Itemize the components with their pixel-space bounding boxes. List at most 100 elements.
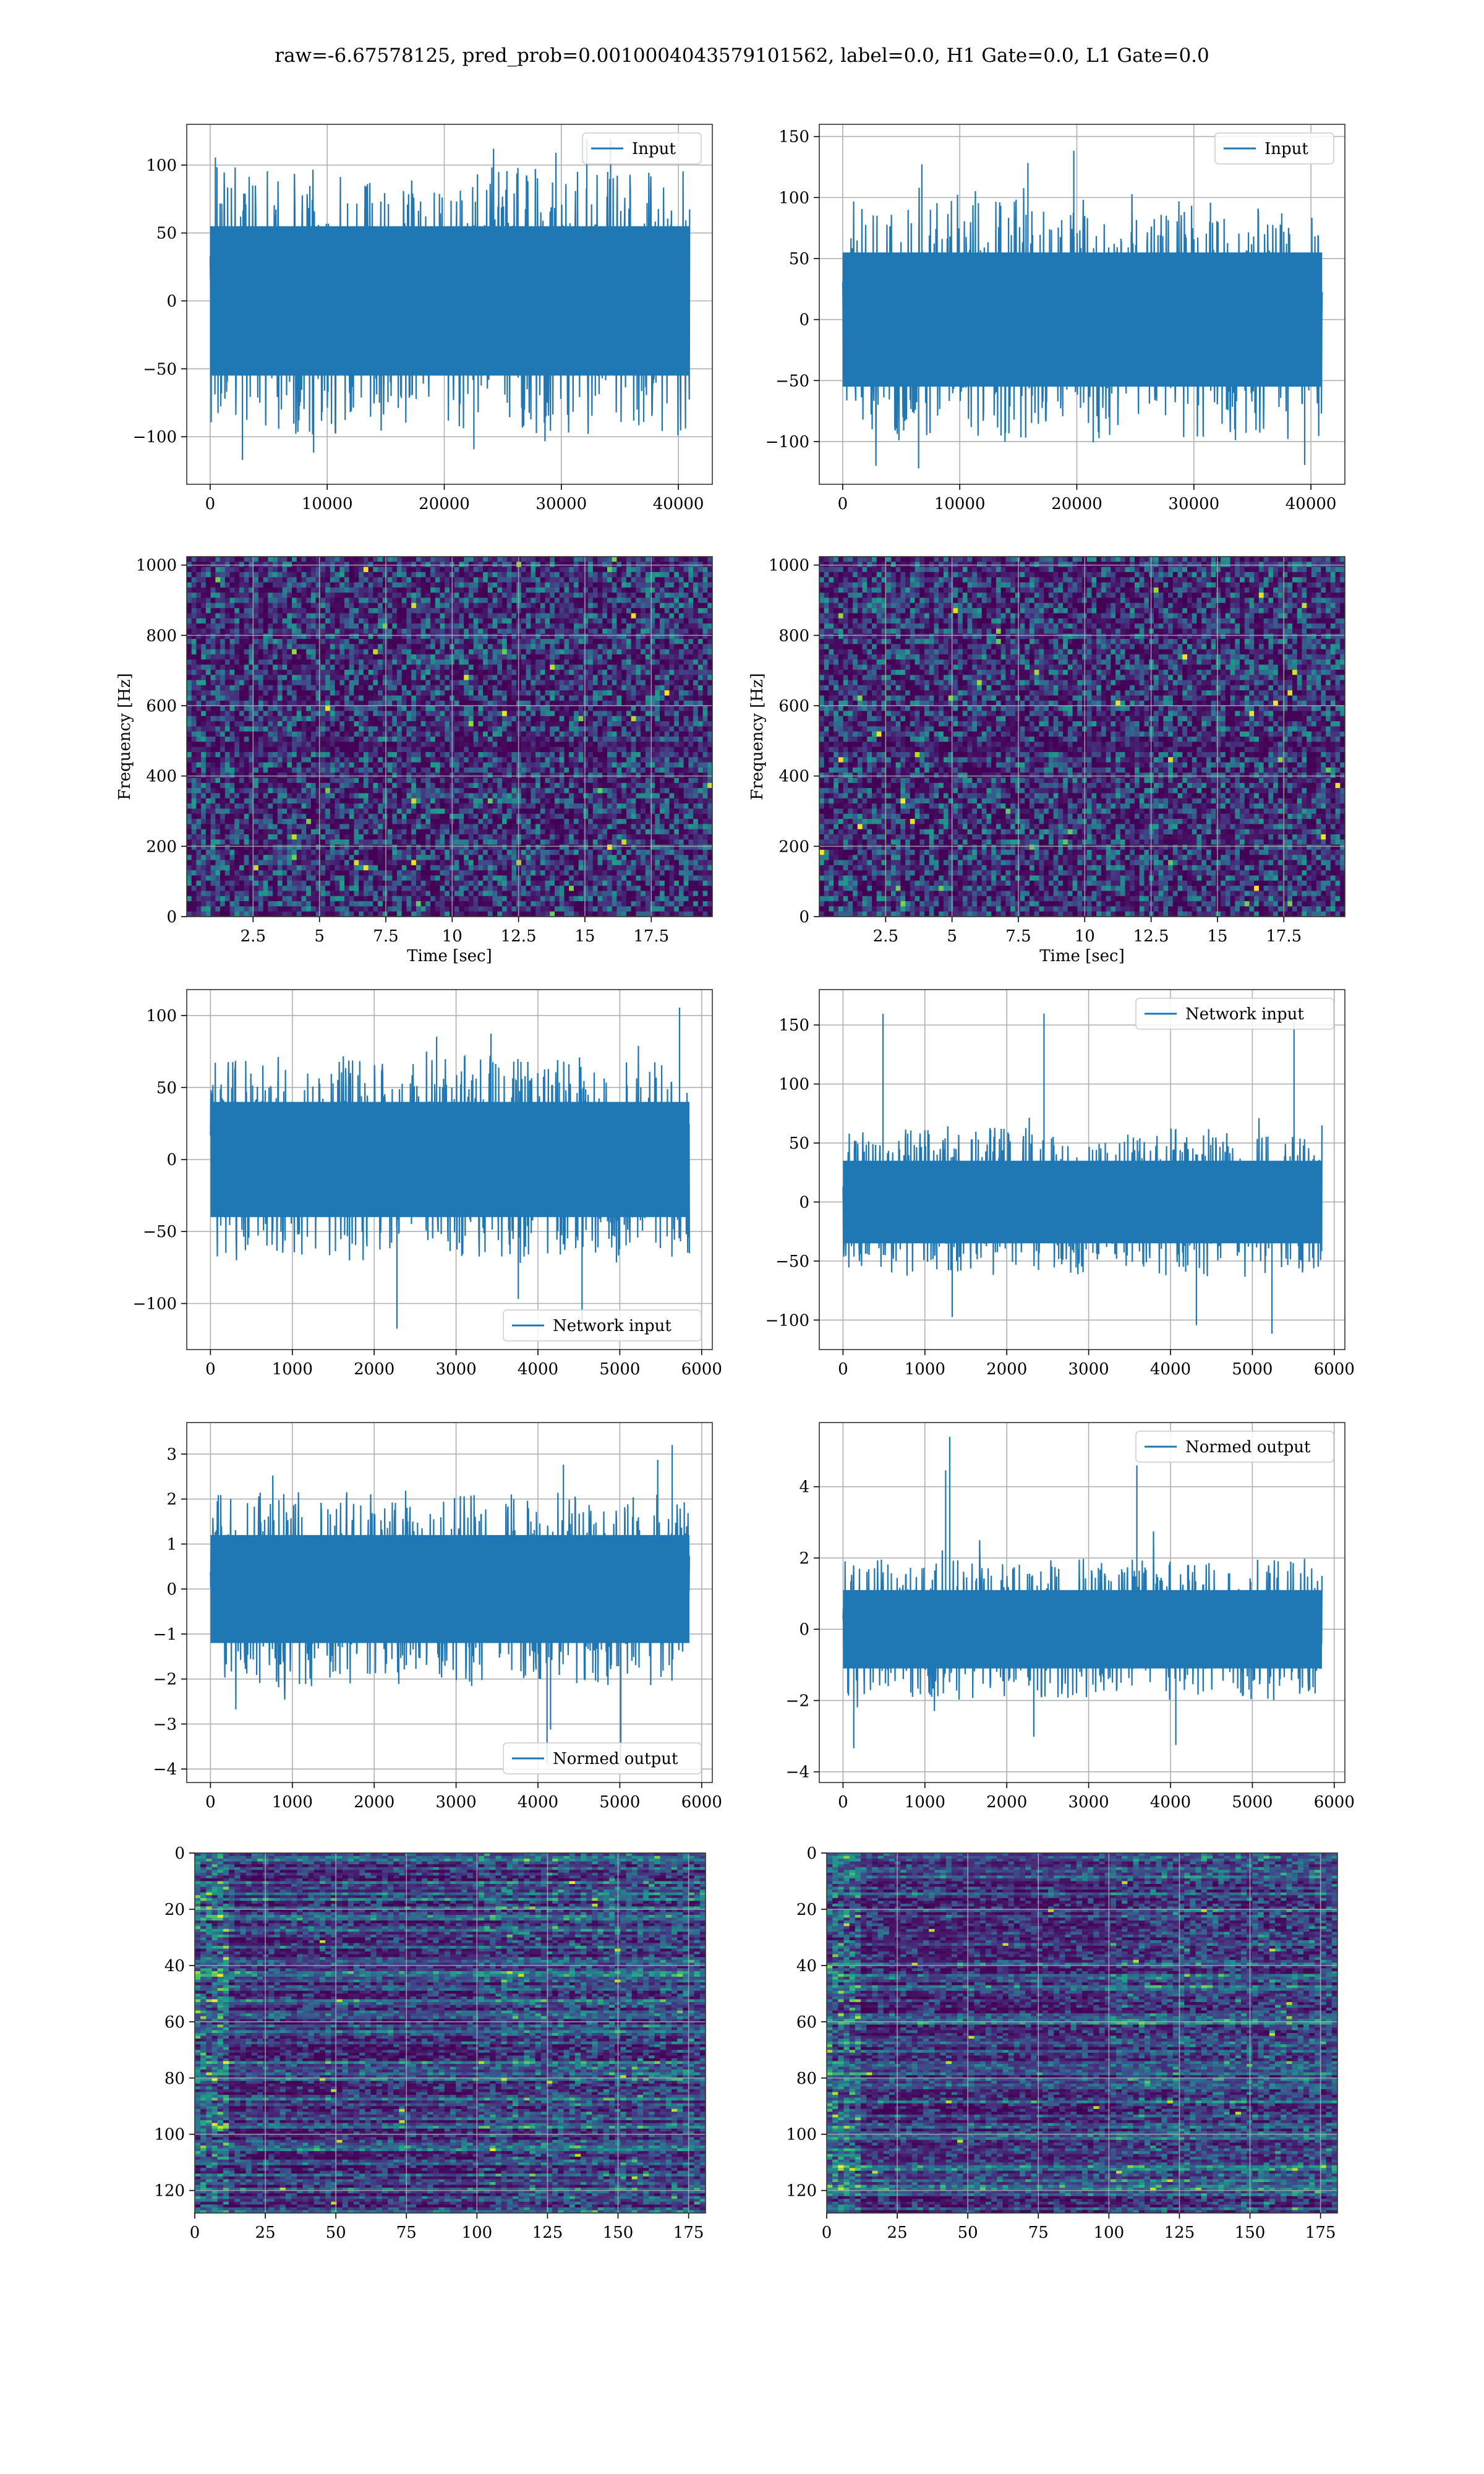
x-tick-label: 0 [838,1793,848,1812]
heatmap-cells [827,1853,1337,2213]
y-tick-label: 100 [146,156,177,175]
x-tick-label: 20000 [419,495,470,513]
y-tick-label: −100 [765,1311,809,1330]
x-tick-label: 125 [1164,2224,1195,2242]
y-tick-label: 0 [166,293,177,311]
x-tick-label: 3000 [436,1793,477,1812]
subplot-2: Input 0 10000 20000 30000 40000 −100 −50 0 50 100 1… [765,124,1345,513]
y-tick-label: 150 [778,128,809,147]
y-tick-label: 2 [799,1549,809,1568]
y-axis-label: Frequency [Hz] [116,673,134,800]
y-tick-label: 1000 [769,557,809,575]
x-tick-label: 5000 [599,1793,640,1812]
y-tick-label: −4 [153,1760,177,1779]
axes-frame [819,989,1345,1350]
series-band [210,226,690,376]
x-tick-label: 10000 [302,495,353,513]
x-tick-label: 6000 [681,1793,722,1812]
y-tick-label: 3 [166,1445,177,1464]
series-band [210,1534,689,1643]
x-tick-label: 0 [822,2224,832,2242]
x-tick-label: 5000 [1232,1793,1273,1812]
x-tick-label: 2.5 [873,927,898,946]
x-tick-label: 75 [1028,2224,1049,2242]
x-tick-label: 0 [205,495,216,513]
x-tick-label: 6000 [681,1360,722,1379]
y-tick-label: 800 [778,627,809,645]
x-tick-label: 5 [314,927,325,946]
legend-box [1135,1431,1334,1463]
y-tick-label: 400 [146,768,177,786]
x-tick-label: 10000 [934,495,986,513]
x-tick-label: 30000 [1168,495,1219,513]
y-tick-label: 100 [786,2126,817,2144]
subplot-1: Input 0 10000 20000 30000 40000 −100 −50 0 50 100 [133,124,713,513]
x-tick-label: 175 [673,2224,704,2242]
x-tick-label: 50 [958,2224,978,2242]
subplot-10: 0 25 50 75 100 125 150 175 0 20 40 60 80 100 120 [786,1844,1338,2242]
x-tick-label: 3000 [1068,1793,1109,1812]
y-tick-label: −2 [786,1692,809,1710]
series-band [843,1160,1322,1244]
y-tick-label: −50 [143,360,177,379]
y-tick-label: 120 [154,2182,185,2201]
x-tick-label: 4000 [1150,1360,1191,1379]
legend-label: Input [632,140,676,158]
x-tick-label: 5 [947,927,957,946]
subplot-4: 2.5 5 7.5 10 12.5 15 17.5 0 200 400 600 800 1000 Time… [748,556,1345,965]
x-tick-label: 0 [205,1360,216,1379]
x-tick-label: 1000 [272,1360,313,1379]
y-tick-label: 50 [789,1134,809,1153]
x-tick-label: 2000 [986,1360,1027,1379]
y-tick-label: −1 [153,1625,177,1644]
series-band [842,252,1323,387]
x-tick-label: 7.5 [373,927,398,946]
y-tick-label: 100 [778,189,809,207]
heatmap-cells [187,557,712,917]
subplot-8: Normed output 0 1000 2000 3000 4000 5000 6000 −4… [786,1422,1355,1812]
y-tick-label: 50 [156,225,177,243]
y-tick-label: −50 [143,1223,177,1241]
y-tick-label: 50 [156,1079,177,1097]
axes-frame [826,1852,1338,2214]
subplot-9: 0 25 50 75 100 125 150 175 0 20 40 60 80 100 120 [154,1844,706,2242]
y-tick-label: 1000 [136,557,177,575]
y-tick-label: 100 [146,1007,177,1025]
y-tick-label: 800 [146,627,177,645]
x-tick-label: 1000 [905,1793,945,1812]
legend-box [503,1309,702,1342]
axes-frame [819,124,1345,485]
x-tick-label: 17.5 [633,927,669,946]
axes-frame [819,556,1345,917]
y-tick-label: −100 [133,1295,177,1314]
axes-frame [186,1422,713,1783]
axes-frame [186,556,713,917]
x-tick-label: 4000 [518,1793,558,1812]
x-tick-label: 50 [326,2224,346,2242]
series-band [843,1590,1322,1669]
x-tick-label: 0 [205,1793,216,1812]
legend-label: Normed output [1185,1438,1311,1457]
y-tick-label: 0 [806,1844,817,1863]
x-tick-label: 150 [1235,2224,1266,2242]
x-tick-label: 12.5 [501,927,537,946]
x-tick-label: 75 [396,2224,417,2242]
x-tick-label: 6000 [1314,1793,1355,1812]
subplot-7: Normed output 0 1000 2000 3000 4000 5000 6000 −4… [153,1422,722,1812]
x-axis-label: Time [sec] [1039,947,1125,965]
x-tick-label: 40000 [1286,495,1337,513]
x-tick-label: 10 [1075,927,1095,946]
legend-label: Network input [553,1317,672,1335]
y-tick-label: 150 [778,1016,809,1035]
y-tick-label: 1 [166,1535,177,1554]
x-tick-label: 4000 [518,1360,558,1379]
legend-label: Normed output [553,1750,678,1768]
axes-frame [194,1852,706,2214]
y-tick-label: 120 [786,2182,817,2201]
y-axis-label: Frequency [Hz] [748,673,767,800]
x-tick-label: 4000 [1150,1793,1191,1812]
x-axis-label: Time [sec] [407,947,492,965]
x-tick-label: 175 [1305,2224,1336,2242]
y-tick-label: 60 [796,2013,817,2032]
y-tick-label: 20 [796,1901,817,1919]
